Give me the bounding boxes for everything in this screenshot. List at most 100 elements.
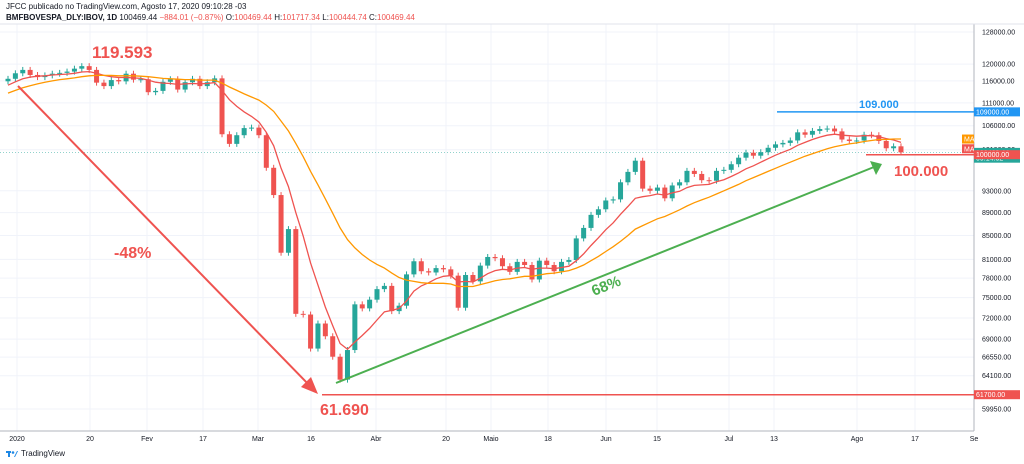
candle-body	[418, 261, 424, 272]
candle-body	[544, 260, 550, 265]
candle-body	[809, 130, 815, 135]
candle-body	[404, 274, 410, 306]
high-label: H:	[274, 13, 283, 22]
candle-body	[625, 171, 631, 183]
drop-percent-label: -48%	[114, 245, 151, 262]
x-tick-label: 13	[770, 436, 778, 443]
candle-body	[603, 200, 609, 210]
candle-body	[219, 78, 225, 135]
candle-body	[824, 128, 830, 130]
y-axis[interactable]: 128000.00 120000.00 116000.00 111000.00 1060…	[982, 30, 1015, 414]
candle-body	[367, 299, 373, 309]
candle-body	[507, 266, 513, 272]
candle-body	[470, 275, 476, 282]
candle-body	[891, 146, 897, 149]
support-price-label: 100.000	[894, 163, 948, 180]
price-tag-text: MA	[964, 146, 975, 153]
last-price: 100469.44	[119, 13, 158, 22]
resistance-price-label: 109.000	[859, 99, 899, 111]
price-tag-text: 61700.00	[976, 392, 1005, 399]
ma-tag	[962, 134, 974, 144]
candle-body	[352, 304, 358, 351]
y-tick-label: 64100.00	[982, 373, 1011, 380]
candle-body	[381, 285, 387, 290]
y-tick-label: 69000.00	[982, 337, 1011, 344]
candle-body	[529, 264, 535, 280]
candle-body	[647, 188, 653, 191]
x-tick-label: 17	[911, 436, 919, 443]
symbol-name[interactable]: BMFBOVESPA_DLY:IBOV, 1D	[6, 13, 118, 22]
high-price-label: 119.593	[92, 43, 153, 62]
price-tag	[974, 107, 1020, 117]
candle-body	[854, 140, 860, 142]
candle-body	[721, 169, 727, 171]
moving-averages	[7, 70, 902, 351]
footer-brand-text: TradingView	[21, 449, 66, 458]
candle-body	[256, 127, 262, 136]
low-label: L:	[322, 13, 329, 22]
candle-body	[234, 135, 240, 144]
candle-body	[846, 139, 852, 141]
candle-body	[662, 187, 668, 199]
candle-body	[522, 261, 528, 265]
candle-body	[499, 258, 505, 267]
candle-body	[566, 260, 572, 262]
candle-body	[389, 285, 395, 312]
y-tick-label: 81000.00	[982, 257, 1011, 264]
x-tick-label: Ago	[851, 436, 864, 443]
y-tick-label: 72000.00	[982, 315, 1011, 322]
candle-body	[780, 142, 786, 145]
candle-body	[278, 195, 284, 253]
candle-body	[750, 152, 756, 156]
y-tick-label: 78000.00	[982, 276, 1011, 283]
footer-brand[interactable]: TradingView	[6, 449, 65, 458]
candle-body	[182, 82, 188, 90]
candle-body	[322, 323, 328, 337]
candle-body	[477, 265, 483, 282]
candle-body	[271, 167, 277, 196]
candle-body	[293, 229, 299, 314]
y-tick-label: 93000.00	[982, 188, 1011, 195]
open-label: O:	[225, 13, 235, 22]
candle-body	[374, 289, 380, 300]
candle-body	[898, 146, 904, 153]
low-price-label: 61.690	[320, 402, 369, 419]
ma-tag	[962, 144, 974, 154]
candle-body	[5, 78, 11, 82]
candle-body	[463, 275, 469, 308]
candle-body	[57, 72, 63, 74]
candle-body	[618, 182, 624, 200]
candle-body	[71, 68, 77, 72]
price-change: −884.01 (−0.87%)	[159, 13, 224, 22]
candle-body	[787, 140, 793, 143]
candle-body	[736, 157, 742, 165]
candle-body	[308, 314, 314, 349]
candle-body	[573, 238, 579, 261]
candle-body	[699, 173, 705, 181]
candle-body	[455, 275, 461, 308]
candle-body	[765, 147, 771, 153]
candle-body	[654, 187, 660, 191]
candle-body	[116, 80, 122, 82]
candle-body	[79, 66, 85, 69]
candle-body	[883, 140, 889, 149]
candle-body	[440, 268, 446, 270]
candle-body	[411, 261, 417, 275]
candles	[5, 63, 904, 383]
candle-body	[101, 82, 107, 87]
candle-body	[145, 79, 151, 93]
candle-body	[485, 256, 491, 266]
candle-body	[12, 73, 18, 79]
price-tag	[974, 150, 1020, 160]
candle-body	[758, 152, 764, 156]
x-tick-label: Maio	[483, 436, 498, 443]
candle-body	[204, 82, 210, 87]
candle-body	[426, 271, 432, 273]
candle-body	[706, 180, 712, 182]
tradingview-logo-icon	[6, 450, 18, 457]
candle-body	[728, 164, 734, 170]
x-axis[interactable]: 2020 20 Fev 17 Mar 16 Abr 20 Maio 18 Jun 15 Jul 13 Ago…	[9, 436, 978, 443]
candle-body	[285, 229, 291, 253]
price-tag-text: 109000.00	[976, 109, 1009, 116]
